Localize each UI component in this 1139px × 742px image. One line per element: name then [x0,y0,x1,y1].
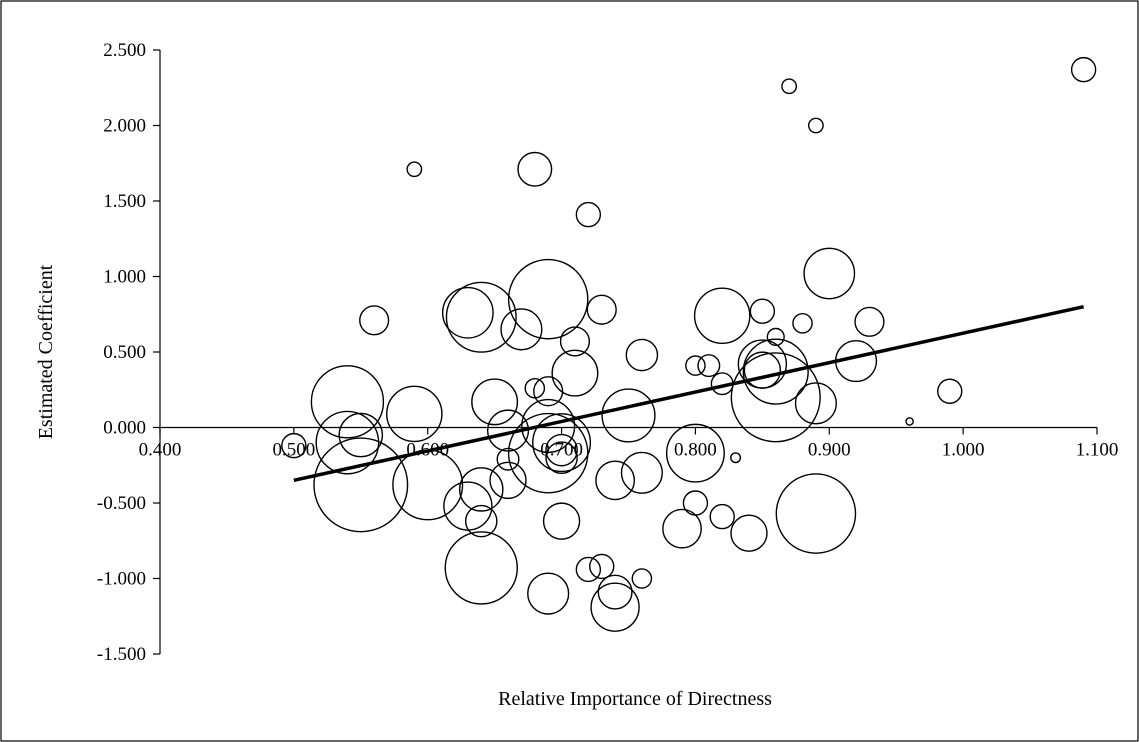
x-tick-label: 0.500 [272,440,315,461]
bubble-point [905,417,914,426]
x-tick-label: 1.100 [1076,440,1119,461]
bubble-point [792,313,813,334]
bubble-point [310,365,385,439]
x-tick-label: 0.900 [808,440,851,461]
x-tick-label: 0.600 [406,440,449,461]
trend-line [293,304,1084,483]
y-tick-label: 0.500 [103,342,146,363]
bubble-point [589,553,615,580]
y-tick-label: 1.500 [103,191,146,212]
bubble-point [586,294,617,325]
bubble-layer [281,56,1097,632]
bubble-point [521,398,576,454]
y-tick-label: 2.500 [103,40,146,61]
bubble-point [517,151,553,187]
bubble-point [937,378,963,404]
bubble-point [489,461,527,500]
y-tick-label: -0.500 [97,493,146,514]
bubble-point [532,413,592,473]
bubble-point [313,437,409,533]
bubble-point [471,378,519,426]
y-tick-label: -1.500 [97,644,146,665]
bubble-point [730,452,742,464]
bubble-point [775,473,857,554]
bubble-point [665,423,725,483]
x-tick-label: 0.400 [139,440,182,461]
bubble-point [631,568,653,589]
bubble-point [527,572,570,615]
x-tick-label: 1.000 [942,440,985,461]
bubble-point [444,531,518,605]
bubble-point [697,354,721,378]
bubble-point [507,258,589,340]
bubble-point [315,410,380,475]
bubble-point [625,338,659,372]
bubble-point [590,582,640,632]
bubble-point [392,449,464,521]
bubble-point [1070,56,1097,83]
y-tick-label: 1.000 [103,267,146,288]
bubble-point [685,355,706,376]
bubble-point [749,298,776,324]
axes-layer [153,49,1098,655]
bubble-point [458,467,504,512]
bubble-point [808,117,824,134]
bubble-point [445,281,517,353]
bubble-point [575,556,602,583]
bubble-point [551,349,599,397]
bubble-point [545,433,578,467]
bubble-point [406,161,423,178]
bubble-point [781,78,798,95]
bubble-point [742,338,809,405]
bubble-point [542,502,581,540]
bubble-point [559,326,591,357]
bubble-point [662,508,702,549]
x-tick-label: 0.700 [540,440,583,461]
bubble-point [597,574,633,610]
bubble-point [441,286,494,339]
bubble-point [730,352,821,443]
bubble-point [386,385,443,443]
tick-labels-layer: 2.500 2.000 1.500 1.000 0.500 0.000 -0.500 -1.0… [97,40,1118,665]
bubble-point [533,376,564,407]
x-tick-label: 0.800 [674,440,717,461]
bubble-point [803,247,856,300]
bubble-point [854,306,885,337]
bubble-point [601,388,656,443]
bubble-point [766,327,785,346]
y-axis-title: Estimated Coefficient [35,264,57,439]
y-tick-label: -1.000 [97,569,146,590]
bubble-point [575,201,602,228]
bubble-point [620,451,663,494]
bubble-point [709,503,735,530]
bubble-point [545,441,578,475]
y-tick-label: 0.000 [103,418,146,439]
bubble-point [338,412,384,458]
bubble-point [496,447,520,471]
bubble-point [682,490,709,516]
bubble-point [595,460,636,501]
x-axis-title: Relative Importance of Directness [498,688,772,710]
bubble-point [464,504,498,538]
bubble-point [693,287,751,345]
bubble-point [730,514,768,552]
bubble-point [359,305,390,336]
y-tick-label: 2.000 [103,116,146,137]
bubble-point [794,382,837,425]
bubble-point [500,308,543,351]
bubble-point [743,351,782,389]
